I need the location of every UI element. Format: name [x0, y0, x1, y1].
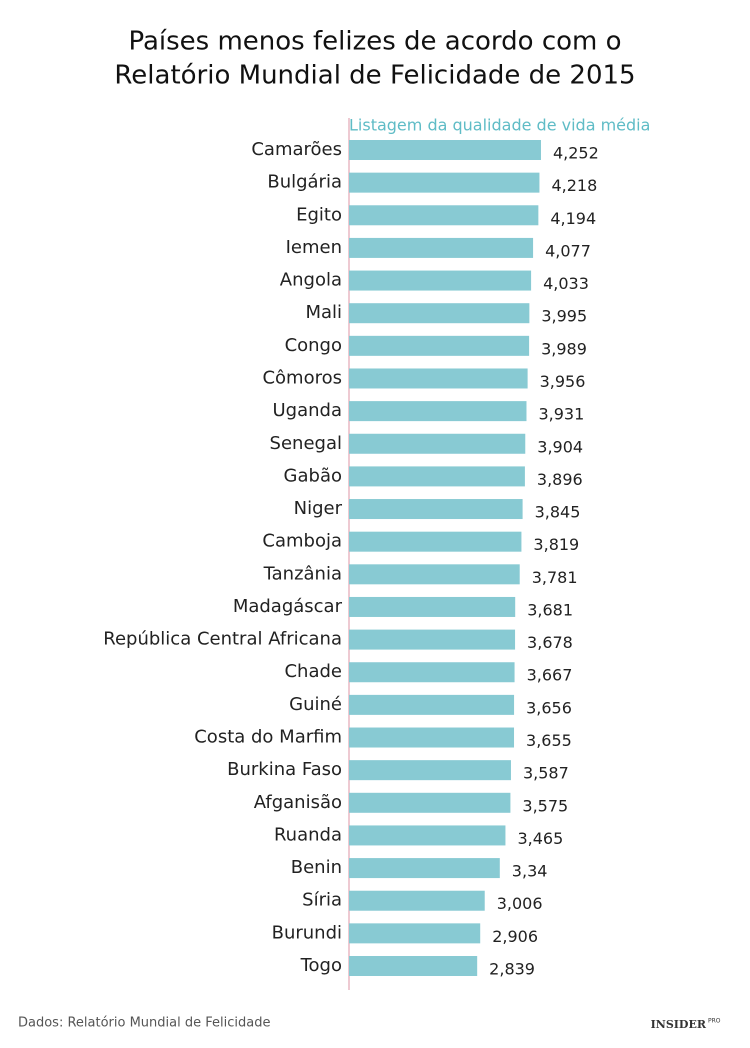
- value-label: 3,989: [541, 339, 587, 358]
- category-label: Burkina Faso: [227, 759, 342, 780]
- category-label: Mali: [305, 302, 342, 323]
- bar: [349, 890, 485, 911]
- category-label: Síria: [302, 890, 342, 911]
- category-label: Madagáscar: [233, 596, 343, 617]
- bar: [349, 956, 478, 976]
- value-label: 3,995: [541, 307, 587, 326]
- value-label: 3,655: [526, 731, 572, 750]
- value-label: 3,587: [523, 764, 569, 783]
- bar: [349, 662, 515, 683]
- category-label: Togo: [300, 955, 342, 976]
- value-label: 3,956: [540, 372, 586, 391]
- value-label: 4,033: [543, 274, 589, 293]
- value-label: 3,656: [526, 698, 572, 717]
- category-label: Angola: [280, 270, 342, 291]
- bar: [349, 205, 539, 226]
- bar: [349, 727, 515, 748]
- category-label: Congo: [285, 335, 342, 356]
- value-label: 3,006: [497, 894, 543, 913]
- value-label: 3,781: [532, 568, 578, 587]
- category-label: Cômoros: [262, 367, 342, 388]
- bar: [349, 564, 520, 585]
- category-label: Burundi: [272, 922, 342, 943]
- bar: [349, 923, 481, 944]
- value-label: 3,34: [512, 862, 548, 881]
- value-label: 4,218: [551, 176, 597, 195]
- bar: [349, 792, 511, 813]
- category-label: Tanzânia: [263, 563, 342, 584]
- bar: [349, 172, 540, 193]
- value-label: 2,906: [492, 927, 538, 946]
- bar: [349, 694, 515, 715]
- source: Dados: Relatório Mundial de Felicidade: [18, 1016, 270, 1031]
- logo: INSIDER: [651, 1018, 707, 1031]
- value-label: 3,575: [522, 796, 568, 815]
- bar: [349, 237, 534, 258]
- bar: [349, 270, 532, 291]
- logo: PRO: [708, 1018, 721, 1025]
- value-label: 3,681: [527, 600, 573, 619]
- category-label: Camboja: [262, 531, 342, 552]
- category-label: Gabão: [284, 465, 342, 486]
- value-label: 3,667: [527, 666, 573, 685]
- value-label: 3,904: [537, 437, 583, 456]
- category-label: Camarões: [251, 139, 342, 160]
- category-label: Bulgária: [267, 172, 342, 193]
- category-label: Guiné: [289, 694, 342, 715]
- bar: [349, 629, 516, 650]
- bar: [349, 368, 528, 389]
- bar: [349, 531, 522, 552]
- category-label: Chade: [284, 661, 342, 682]
- chart-title: Países menos felizes de acordo com o: [128, 27, 621, 57]
- bar: [349, 825, 506, 846]
- bar: [349, 760, 511, 781]
- chart-subtitle: Listagem da qualidade de vida média: [349, 116, 650, 135]
- category-label: Senegal: [270, 433, 342, 454]
- value-label: 3,678: [527, 633, 573, 652]
- category-label: Afganisão: [254, 792, 342, 813]
- bar: [349, 401, 527, 422]
- bar: [349, 499, 523, 520]
- value-label: 2,839: [489, 960, 535, 979]
- value-label: 3,896: [537, 470, 583, 489]
- category-label: Benin: [291, 857, 342, 878]
- value-label: 4,077: [545, 241, 591, 260]
- category-label: Ruanda: [274, 824, 342, 845]
- bar: [349, 303, 530, 324]
- value-label: 3,931: [538, 405, 584, 424]
- value-label: 3,465: [517, 829, 563, 848]
- chart-title: Relatório Mundial de Felicidade de 2015: [114, 61, 635, 91]
- value-label: 4,194: [550, 209, 596, 228]
- bar: [349, 335, 530, 356]
- bar: [349, 596, 516, 617]
- value-label: 3,845: [535, 503, 581, 522]
- category-label: Uganda: [273, 400, 343, 421]
- bar: [349, 858, 500, 879]
- category-label: Costa do Marfim: [194, 727, 342, 748]
- category-label: Niger: [294, 498, 343, 519]
- value-label: 4,252: [553, 144, 599, 163]
- bar: [349, 466, 525, 487]
- category-label: Iemen: [286, 237, 342, 258]
- category-label: Egito: [296, 204, 342, 225]
- category-label: República Central Africana: [103, 629, 342, 650]
- bar: [349, 140, 541, 160]
- bar: [349, 433, 526, 454]
- value-label: 3,819: [533, 535, 579, 554]
